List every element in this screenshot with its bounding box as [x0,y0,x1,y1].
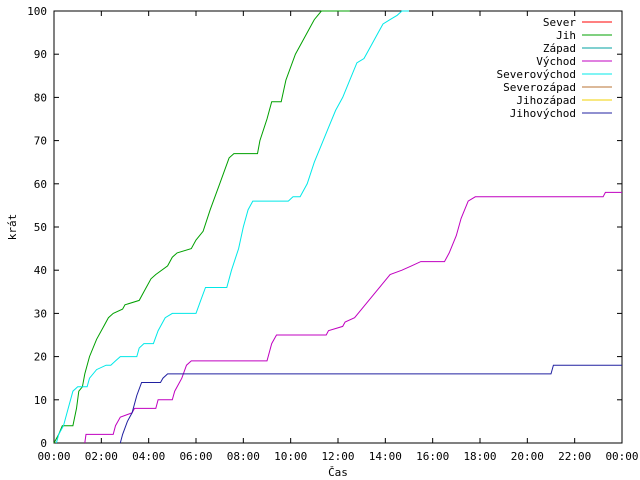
series-line [119,364,622,444]
y-tick-label: 70 [34,135,47,148]
y-tick-label: 90 [34,48,47,61]
y-tick-label: 40 [34,264,47,277]
legend-label: Jih [556,29,576,42]
legend-label: Východ [536,55,576,68]
x-tick-label: 04:00 [132,450,165,463]
y-tick-label: 10 [34,394,47,407]
series-line [55,10,409,444]
y-tick-label: 100 [27,5,47,18]
y-axis-label: krát [6,214,19,241]
legend-label: Jihozápad [516,94,576,107]
x-tick-label: 22:00 [558,450,591,463]
x-tick-label: 00:00 [37,450,70,463]
x-tick-label: 00:00 [605,450,638,463]
axis-ticks: 00:00 02:00 04:00 06:00 08:00 10:00 12:00 14:00… [27,5,638,463]
x-tick-label: 02:00 [85,450,118,463]
x-tick-label: 12:00 [321,450,354,463]
y-tick-label: 50 [34,221,47,234]
x-tick-label: 06:00 [179,450,212,463]
legend-label: Sever [543,16,576,29]
legend-label: Jihovýchod [510,107,576,120]
y-tick-label: 80 [34,91,47,104]
legend: SeverJihZápadVýchodSeverovýchodSeverozáp… [497,16,612,120]
series-line [84,191,622,444]
legend-label: Severozápad [503,81,576,94]
legend-label: Severovýchod [497,68,576,81]
y-tick-label: 20 [34,351,47,364]
x-tick-label: 20:00 [511,450,544,463]
x-tick-label: 16:00 [416,450,449,463]
series-layer [53,10,622,444]
series-line [53,10,350,444]
x-tick-label: 08:00 [227,450,260,463]
x-tick-label: 18:00 [463,450,496,463]
y-tick-label: 0 [40,437,47,450]
x-axis-label: Čas [328,466,348,479]
y-tick-label: 30 [34,307,47,320]
x-tick-label: 10:00 [274,450,307,463]
x-tick-label: 14:00 [369,450,402,463]
y-tick-label: 60 [34,178,47,191]
legend-label: Západ [543,42,576,55]
